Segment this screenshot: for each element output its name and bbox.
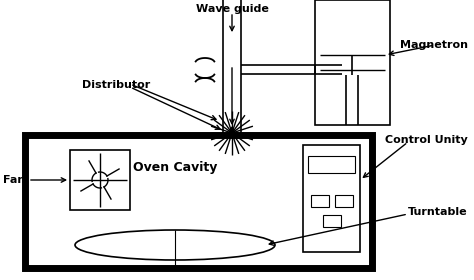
Bar (70, 150, 130, 210)
Bar (311, 195, 329, 207)
Bar (303, 145, 360, 252)
Bar (315, 0, 390, 125)
Text: Turntable: Turntable (409, 207, 468, 217)
Text: Oven Cavity: Oven Cavity (133, 162, 217, 174)
Bar (25, 135, 372, 268)
Text: Magnetron: Magnetron (400, 40, 468, 50)
Bar (335, 195, 353, 207)
Text: Distributor: Distributor (82, 80, 150, 90)
Bar (323, 215, 341, 227)
Text: Fan: Fan (3, 175, 25, 185)
Bar (308, 156, 355, 173)
Polygon shape (227, 127, 237, 137)
Text: Control Unity: Control Unity (385, 135, 468, 145)
Text: Wave guide: Wave guide (196, 4, 268, 14)
